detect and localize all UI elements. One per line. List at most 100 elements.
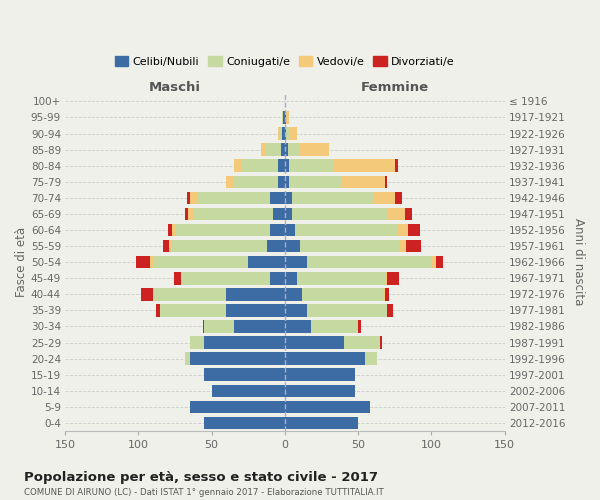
- Bar: [226, 288, 285, 300]
- Bar: [185, 208, 188, 220]
- Bar: [341, 176, 385, 188]
- Bar: [278, 160, 285, 172]
- Bar: [182, 272, 270, 284]
- Bar: [333, 160, 395, 172]
- Bar: [181, 272, 182, 284]
- Y-axis label: Fasce di età: Fasce di età: [15, 227, 28, 297]
- Bar: [388, 208, 405, 220]
- Bar: [358, 320, 361, 332]
- Bar: [203, 320, 205, 332]
- Bar: [285, 384, 355, 397]
- Bar: [285, 336, 344, 349]
- Bar: [172, 224, 175, 236]
- Bar: [285, 320, 311, 332]
- Bar: [285, 240, 299, 252]
- Bar: [408, 224, 419, 236]
- Bar: [282, 128, 285, 140]
- Bar: [289, 160, 333, 172]
- Bar: [395, 160, 398, 172]
- Bar: [190, 192, 197, 204]
- Bar: [270, 192, 285, 204]
- Bar: [285, 128, 286, 140]
- Bar: [278, 176, 285, 188]
- Bar: [188, 208, 193, 220]
- Bar: [365, 352, 377, 365]
- Bar: [285, 288, 302, 300]
- Bar: [268, 240, 285, 252]
- Text: COMUNE DI AIRUNO (LC) - Dati ISTAT 1° gennaio 2017 - Elaborazione TUTTITALIA.IT: COMUNE DI AIRUNO (LC) - Dati ISTAT 1° ge…: [24, 488, 384, 497]
- Bar: [197, 192, 270, 204]
- Bar: [388, 272, 399, 284]
- Bar: [279, 128, 282, 140]
- Bar: [299, 144, 329, 156]
- Bar: [285, 224, 295, 236]
- Bar: [187, 192, 190, 204]
- Bar: [175, 224, 270, 236]
- Bar: [285, 352, 365, 365]
- Bar: [286, 111, 289, 124]
- Bar: [285, 111, 286, 124]
- Bar: [285, 416, 358, 429]
- Bar: [270, 224, 285, 236]
- Bar: [226, 176, 233, 188]
- Bar: [285, 144, 288, 156]
- Bar: [212, 384, 285, 397]
- Bar: [266, 144, 281, 156]
- Bar: [286, 128, 289, 140]
- Bar: [205, 416, 285, 429]
- Bar: [289, 128, 296, 140]
- Bar: [205, 320, 233, 332]
- Bar: [311, 320, 358, 332]
- Bar: [285, 400, 370, 413]
- Bar: [398, 224, 408, 236]
- Bar: [193, 208, 273, 220]
- Bar: [285, 256, 307, 268]
- Bar: [285, 368, 355, 381]
- Bar: [307, 304, 388, 316]
- Bar: [262, 144, 266, 156]
- Bar: [205, 368, 285, 381]
- Bar: [289, 176, 341, 188]
- Bar: [241, 160, 278, 172]
- Bar: [383, 288, 385, 300]
- Bar: [169, 240, 172, 252]
- Bar: [233, 320, 285, 332]
- Bar: [190, 400, 285, 413]
- Bar: [395, 192, 402, 204]
- Bar: [399, 240, 406, 252]
- Bar: [226, 304, 285, 316]
- Bar: [285, 160, 289, 172]
- Bar: [160, 304, 226, 316]
- Bar: [285, 208, 292, 220]
- Bar: [431, 256, 436, 268]
- Bar: [292, 192, 373, 204]
- Bar: [296, 272, 385, 284]
- Bar: [380, 336, 382, 349]
- Bar: [205, 336, 285, 349]
- Bar: [285, 176, 289, 188]
- Bar: [153, 256, 248, 268]
- Bar: [388, 304, 394, 316]
- Bar: [385, 176, 388, 188]
- Text: Popolazione per età, sesso e stato civile - 2017: Popolazione per età, sesso e stato civil…: [24, 471, 378, 484]
- Bar: [436, 256, 443, 268]
- Bar: [233, 176, 278, 188]
- Bar: [344, 336, 380, 349]
- Text: Femmine: Femmine: [361, 81, 429, 94]
- Bar: [168, 224, 172, 236]
- Bar: [405, 208, 412, 220]
- Bar: [248, 256, 285, 268]
- Bar: [295, 224, 398, 236]
- Bar: [288, 144, 299, 156]
- Bar: [302, 288, 383, 300]
- Bar: [270, 272, 285, 284]
- Bar: [273, 208, 285, 220]
- Bar: [385, 288, 389, 300]
- Bar: [142, 288, 153, 300]
- Text: Maschi: Maschi: [149, 81, 201, 94]
- Bar: [172, 240, 268, 252]
- Bar: [190, 336, 205, 349]
- Bar: [282, 111, 283, 124]
- Bar: [156, 304, 160, 316]
- Bar: [299, 240, 399, 252]
